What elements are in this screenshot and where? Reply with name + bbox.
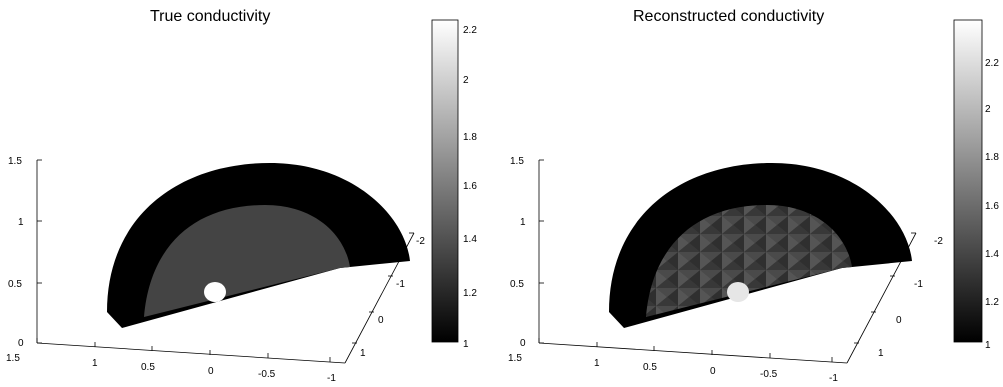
colorbar-tick-label: 1.6 — [985, 201, 999, 212]
colorbar-tick-label: 1.2 — [985, 297, 999, 308]
inclusion — [204, 282, 226, 302]
true-conductivity-panel: True conductivity — [0, 0, 500, 387]
z-tick-label: 0.5 — [510, 279, 524, 290]
x-tick-label: 0 — [208, 366, 214, 377]
colorbar — [431, 19, 459, 343]
y-tick-label: 1 — [360, 348, 366, 359]
plot-title: Reconstructed conductivity — [633, 8, 825, 25]
colorbar-tick-label: 1.6 — [463, 181, 477, 192]
colorbar-tick-label: 1.4 — [985, 249, 999, 260]
inner-region — [646, 205, 852, 317]
colorbar-tick-label: 2 — [463, 75, 469, 86]
reconstructed-conductivity-plot: 2.2 2 1.8 1.6 1.4 1.2 1 1.5 1 0.5 0 1.5 … — [508, 19, 999, 384]
x-tick-label: 0.5 — [141, 362, 155, 373]
plot-title: True conductivity — [150, 8, 271, 25]
z-tick-label: 1.5 — [510, 156, 524, 167]
colorbar — [953, 19, 983, 343]
z-tick-label: 1.5 — [8, 156, 22, 167]
z-tick-label: 1 — [520, 217, 526, 228]
y-tick-label: -2 — [934, 236, 943, 247]
x-tick-label: 1.5 — [6, 353, 20, 364]
colorbar-tick-label: 2 — [985, 104, 991, 115]
colorbar-tick-label: 2.2 — [463, 25, 477, 36]
x-tick-label: -0.5 — [258, 369, 276, 380]
colorbar-tick-label: 1.8 — [985, 152, 999, 163]
z-tick-label: 1 — [18, 217, 24, 228]
x-tick-label: 0 — [710, 366, 716, 377]
axes-box — [538, 159, 917, 364]
y-tick-label: 0 — [896, 315, 902, 326]
true-conductivity-plot: 2.2 2 1.8 1.6 1.4 1.2 1 1.5 1 0.5 0 1.5 … — [6, 19, 477, 384]
z-tick-label: 0 — [520, 338, 526, 349]
y-tick-label: 0 — [378, 315, 384, 326]
z-tick-label: 0 — [18, 338, 24, 349]
colorbar-tick-label: 1 — [985, 340, 991, 351]
colorbar-tick-label: 1.2 — [463, 288, 477, 299]
colorbar-tick-label: 1 — [463, 339, 469, 350]
inclusion — [727, 282, 749, 302]
x-tick-label: 0.5 — [643, 362, 657, 373]
x-tick-label: 1 — [594, 358, 600, 369]
y-tick-label: -2 — [416, 236, 425, 247]
inner-region — [144, 205, 350, 317]
colorbar-tick-label: 1.8 — [463, 132, 477, 143]
reconstructed-conductivity-panel: Reconstructed conductivity — [502, 0, 1003, 387]
y-tick-label: 1 — [878, 348, 884, 359]
x-tick-label: -1 — [327, 373, 336, 384]
x-tick-label: 1.5 — [508, 353, 522, 364]
colorbar-tick-label: 1.4 — [463, 234, 477, 245]
z-tick-label: 0.5 — [8, 279, 22, 290]
x-tick-label: 1 — [92, 358, 98, 369]
y-tick-label: -1 — [914, 279, 923, 290]
colorbar-tick-label: 2.2 — [985, 58, 999, 69]
x-tick-label: -1 — [829, 373, 838, 384]
y-tick-label: -1 — [396, 279, 405, 290]
x-tick-label: -0.5 — [760, 369, 778, 380]
